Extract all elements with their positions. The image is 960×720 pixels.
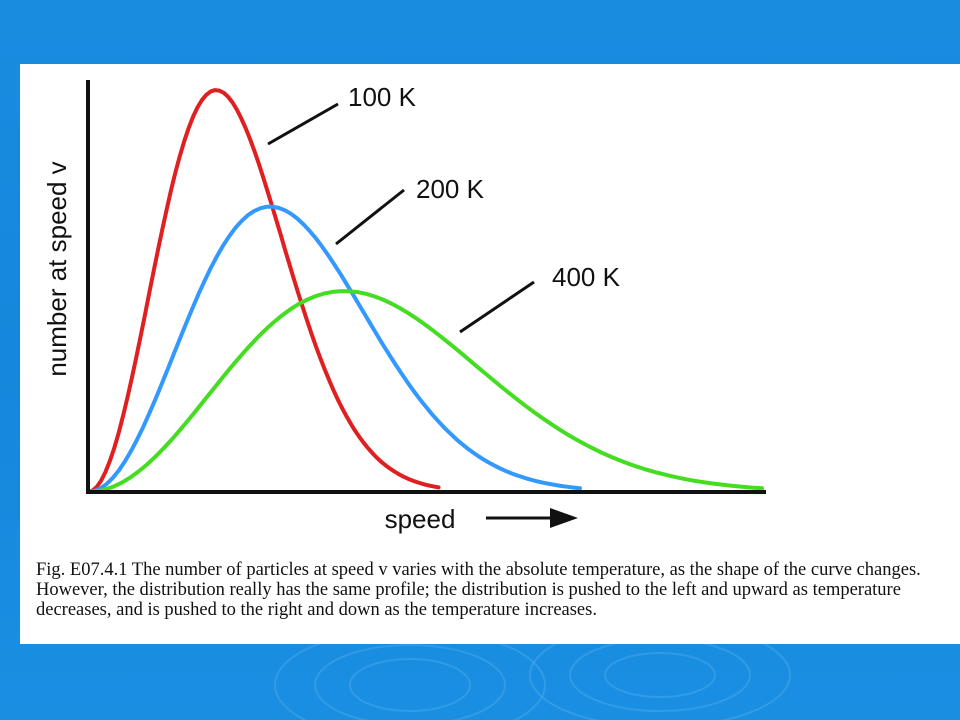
figure-panel: speed number at speed v 100 K 200 K 400 K Fi… — [20, 64, 960, 644]
annotation-leader-0 — [267, 102, 339, 146]
annotation-label: 200 K — [416, 174, 485, 204]
annotation-label: 400 K — [552, 262, 621, 292]
speed-arrow-head — [550, 508, 578, 528]
x-axis-label: speed — [385, 504, 456, 534]
figure-caption: Fig. E07.4.1 The number of particles at … — [36, 560, 921, 620]
speed-distribution-chart: speed number at speed v 100 K 200 K 400 K — [42, 80, 766, 534]
annotation-label: 100 K — [348, 82, 417, 112]
series-line-400k — [86, 289, 764, 494]
series-line-200k — [86, 204, 582, 494]
y-axis-label: number at speed v — [42, 161, 72, 376]
series-line-100k — [86, 88, 441, 494]
annotation-leader-2 — [459, 280, 535, 334]
annotation-leader-1 — [335, 188, 405, 246]
